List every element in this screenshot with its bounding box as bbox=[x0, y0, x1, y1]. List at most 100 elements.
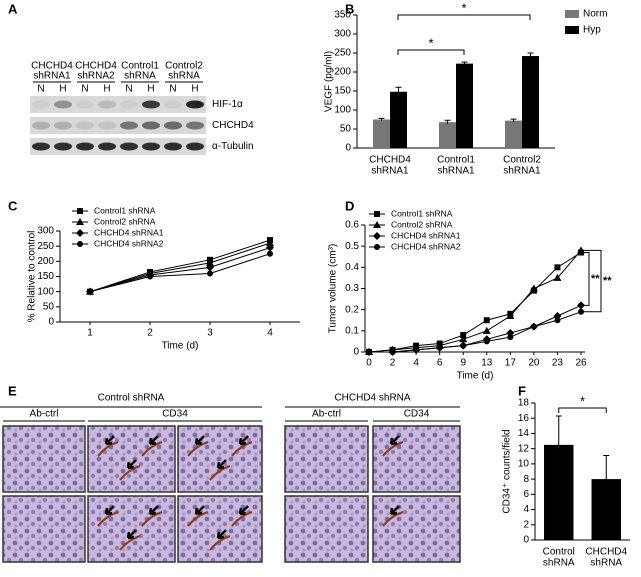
micrograph bbox=[2, 495, 86, 563]
blot-group-label: Control2 bbox=[165, 61, 203, 72]
column-header: Ab-ctrl bbox=[312, 409, 341, 420]
blot-band bbox=[54, 121, 72, 130]
panel-label: E bbox=[8, 383, 17, 398]
blot-band bbox=[164, 121, 182, 130]
y-tick-label: 0.2 bbox=[345, 304, 359, 315]
y-tick-label: 12 bbox=[518, 443, 530, 454]
marker bbox=[554, 317, 561, 324]
arrow bbox=[238, 435, 249, 446]
error-bar bbox=[378, 117, 385, 121]
y-tick-label: 250 bbox=[334, 48, 351, 59]
marker bbox=[460, 342, 467, 349]
blot-band bbox=[142, 121, 160, 130]
series-line bbox=[369, 304, 582, 353]
legend-label: CHCHD4 shRNA1 bbox=[94, 227, 164, 237]
marker bbox=[373, 232, 381, 240]
x-tick-label: 1 bbox=[87, 328, 93, 339]
marker bbox=[87, 288, 93, 295]
y-tick-label: 18 bbox=[518, 398, 530, 409]
blot-group-label: CHCHD4 bbox=[31, 61, 73, 72]
vessel bbox=[97, 441, 119, 457]
blot-band bbox=[76, 142, 94, 151]
marker bbox=[76, 229, 84, 237]
x-tick-label: 6 bbox=[437, 358, 443, 369]
x-tick-label: 3 bbox=[207, 328, 213, 339]
micrograph bbox=[87, 495, 176, 563]
legend-label: CHCHD4 shRNA1 bbox=[391, 230, 461, 240]
y-tick-label: 100 bbox=[37, 286, 54, 297]
x-tick-label: Control bbox=[543, 547, 575, 558]
arrow bbox=[238, 505, 249, 516]
micrograph bbox=[284, 495, 369, 563]
panel-label: F bbox=[518, 383, 526, 398]
blot-band bbox=[120, 100, 138, 109]
blot-band bbox=[98, 100, 116, 109]
significance-label: * bbox=[428, 35, 433, 50]
micrograph bbox=[284, 425, 369, 493]
group-header: Control shRNA bbox=[98, 393, 165, 404]
blot-band bbox=[120, 121, 138, 130]
x-tick-label: 0 bbox=[366, 358, 372, 369]
marker bbox=[373, 221, 381, 228]
blot-group-label: shRNA bbox=[168, 71, 200, 82]
blot-group-label: shRNA bbox=[124, 71, 156, 82]
arrow bbox=[216, 459, 227, 470]
micrograph bbox=[177, 495, 263, 563]
arrow bbox=[216, 529, 227, 540]
marker bbox=[389, 349, 396, 355]
error-bar bbox=[510, 118, 517, 123]
vessel bbox=[209, 535, 231, 551]
micrograph bbox=[2, 425, 86, 493]
legend-label: Control2 shRNA bbox=[391, 219, 453, 229]
marker bbox=[147, 273, 153, 280]
arrow bbox=[148, 505, 159, 516]
marker bbox=[374, 244, 380, 250]
y-tick-label: 50 bbox=[43, 301, 55, 312]
x-tick-label: Control1 bbox=[437, 155, 475, 166]
series-line bbox=[369, 311, 582, 353]
significance-label: * bbox=[461, 0, 466, 15]
vessel bbox=[187, 511, 209, 527]
x-tick-label: 9 bbox=[460, 358, 466, 369]
marker bbox=[266, 243, 274, 252]
marker bbox=[507, 334, 514, 341]
significance-bracket bbox=[583, 249, 602, 313]
arrow bbox=[194, 435, 205, 446]
error-bar bbox=[527, 52, 534, 60]
lane-label: N bbox=[81, 84, 88, 95]
group-header: CHCHD4 shRNA bbox=[334, 393, 410, 404]
panel-label: A bbox=[8, 1, 18, 16]
significance-bracket bbox=[583, 252, 590, 306]
vessel bbox=[141, 511, 163, 527]
marker bbox=[577, 246, 585, 254]
x-tick-label: 23 bbox=[552, 358, 564, 369]
y-tick-label: 350 bbox=[334, 10, 351, 21]
column-header: CD34 bbox=[404, 409, 430, 420]
y-tick-label: 0.3 bbox=[345, 283, 359, 294]
significance-label: ** bbox=[591, 273, 600, 285]
arrow bbox=[148, 435, 159, 446]
legend-swatch bbox=[565, 26, 579, 34]
significance-label: ** bbox=[603, 275, 612, 287]
y-tick-label: 0.1 bbox=[345, 325, 359, 336]
blot-strip bbox=[30, 138, 206, 155]
blot-band bbox=[76, 121, 94, 130]
blot-band bbox=[98, 142, 116, 151]
legend-label: Control1 shRNA bbox=[94, 205, 156, 215]
bar bbox=[456, 63, 473, 148]
blot-band bbox=[186, 142, 204, 151]
lane-label: N bbox=[169, 84, 176, 95]
x-tick-label: 26 bbox=[575, 358, 587, 369]
micrograph bbox=[87, 425, 176, 493]
panel-label: C bbox=[8, 198, 18, 213]
y-tick-label: 6 bbox=[523, 489, 529, 500]
x-tick-label: shRNA bbox=[590, 558, 622, 569]
legend-label: Norm bbox=[583, 9, 607, 20]
vessel bbox=[187, 441, 209, 457]
marker bbox=[206, 263, 214, 272]
error-bar bbox=[555, 415, 562, 474]
marker bbox=[577, 301, 585, 310]
lane-label: H bbox=[103, 84, 110, 95]
marker bbox=[553, 273, 562, 281]
vessel bbox=[119, 465, 141, 481]
